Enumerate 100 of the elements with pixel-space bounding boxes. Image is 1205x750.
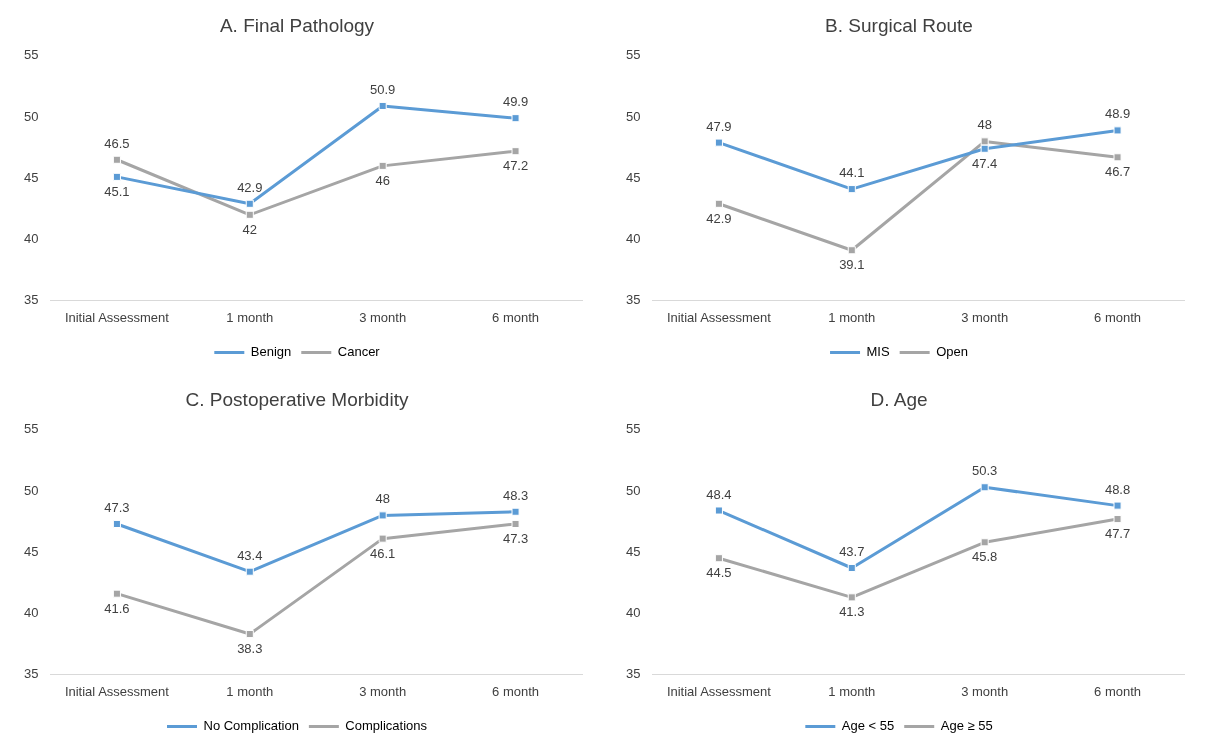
y-tick-label: 45 [625,169,641,185]
legend-label: Complications [345,718,428,734]
x-tick-label: 6 month [1094,309,1142,325]
data-label: 46.1 [370,545,396,561]
y-tick-label: 35 [625,291,641,307]
y-tick-label: 55 [625,47,641,63]
point [378,161,387,170]
point [714,554,723,563]
legend-label: No Complication [203,718,299,734]
data-label: 46.7 [1104,164,1131,180]
data-label: 47.7 [1104,526,1131,542]
data-label: 44.1 [839,165,865,181]
data-label: 47.9 [706,118,732,134]
point [112,155,121,164]
data-label: 47.2 [502,158,529,174]
x-tick-label: Initial Assessment [64,683,170,699]
point [714,138,723,147]
legend-label: Age < 55 [841,718,895,734]
legend-label: Open [936,344,968,360]
point [378,511,387,520]
y-tick-label: 45 [23,543,39,559]
data-label: 46 [375,172,390,188]
y-tick-label: 55 [23,47,39,63]
x-tick-label: Initial Assessment [666,683,772,699]
chart-title: D. Age [870,388,928,410]
data-label: 42.9 [237,179,263,195]
data-label: 48.8 [1104,481,1131,497]
y-tick-label: 45 [23,169,39,185]
data-label: 47.3 [502,531,529,547]
point [378,534,387,543]
y-tick-label: 45 [625,543,641,559]
data-label: 42 [242,221,258,237]
data-label: 48 [977,117,992,133]
y-tick-label: 35 [23,665,39,681]
chart-title: C. Postoperative Morbidity [185,388,409,410]
data-label: 46.5 [104,135,130,151]
x-tick-label: Initial Assessment [64,309,170,325]
y-tick-label: 50 [625,482,641,498]
point [1113,501,1122,510]
point [245,630,254,639]
data-label: 38.3 [237,641,263,657]
x-tick-label: 1 month [226,683,274,699]
y-tick-label: 50 [23,108,39,124]
y-tick-label: 40 [23,230,39,246]
data-label: 41.6 [104,600,130,616]
point [112,589,121,598]
point [1113,153,1122,162]
chart-title: B. Surgical Route [825,14,973,36]
y-tick-label: 40 [625,230,641,246]
point [980,483,989,492]
point [112,519,121,529]
data-label: 45.8 [972,549,998,565]
y-tick-label: 40 [23,604,39,620]
data-label: 49.9 [502,94,529,110]
legend-label: Cancer [337,344,381,360]
point [1113,126,1122,135]
point [980,137,989,146]
chart-title: A. Final Pathology [219,14,375,36]
data-label: 47.3 [104,500,130,516]
legend-label: MIS [866,344,890,360]
x-tick-label: 1 month [226,309,274,325]
data-label: 45.1 [104,183,130,199]
data-label: 48.9 [1104,106,1131,122]
legend-label: Benign [250,344,292,360]
x-tick-label: 3 month [961,683,1009,699]
x-tick-label: 3 month [961,309,1009,325]
point [847,563,856,573]
point [847,593,856,602]
x-tick-label: 3 month [359,683,407,699]
point [245,210,254,219]
data-label: 41.3 [839,604,865,620]
point [511,147,520,156]
y-tick-label: 35 [23,291,39,307]
x-tick-label: 1 month [828,309,876,325]
point [980,538,989,547]
data-label: 50.3 [972,463,998,479]
x-tick-label: 6 month [492,683,540,699]
x-tick-label: 6 month [492,309,540,325]
point [847,246,856,255]
data-label: 43.4 [237,547,263,563]
point [714,506,723,515]
y-tick-label: 40 [625,604,641,620]
data-label: 48.3 [502,487,529,503]
x-tick-label: Initial Assessment [666,309,772,325]
x-tick-label: 6 month [1094,683,1142,699]
point [245,567,254,576]
y-tick-label: 55 [625,421,641,437]
point [378,101,387,110]
data-label: 48.4 [706,486,732,502]
point [980,144,989,153]
y-tick-label: 55 [23,421,39,437]
legend-label: Age ≥ 55 [940,718,993,734]
point [511,114,520,123]
data-label: 44.5 [706,565,732,581]
point [112,172,121,181]
x-tick-label: 3 month [359,309,407,325]
data-label: 43.7 [839,544,865,560]
data-label: 48 [375,491,390,507]
data-label: 42.9 [706,210,732,226]
point [245,199,254,208]
